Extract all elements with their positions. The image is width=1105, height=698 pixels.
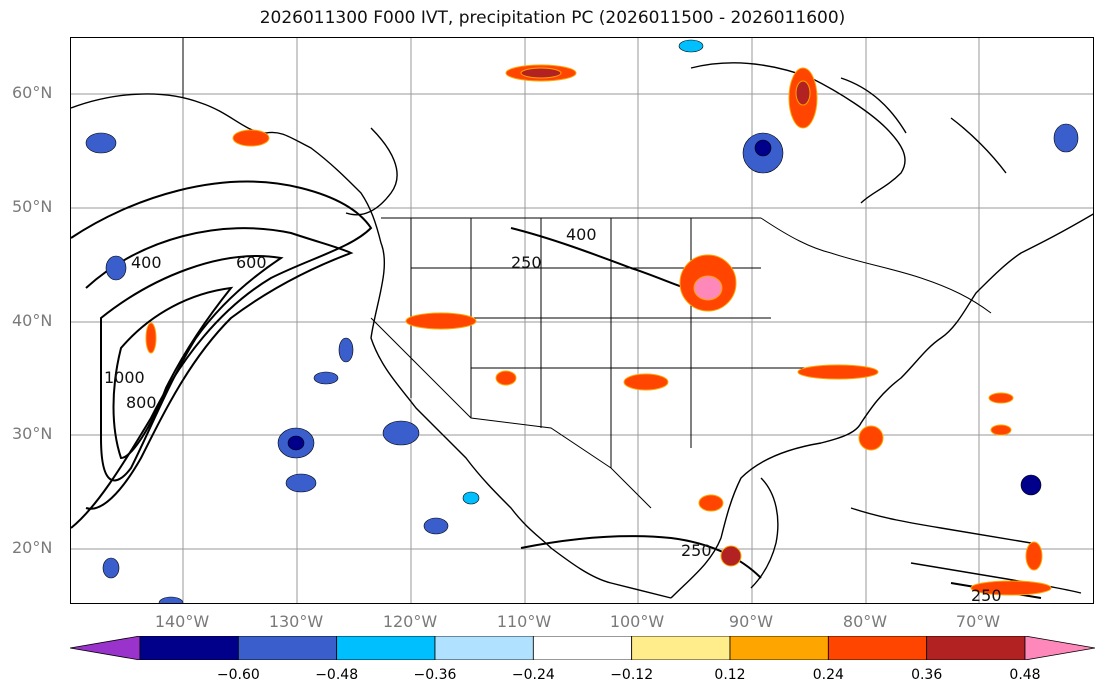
lat-label-50n: 50°N bbox=[12, 197, 53, 216]
contour-label: 250 bbox=[511, 253, 542, 272]
colorbar-extend-max bbox=[1024, 636, 1095, 660]
lon-label-80w: 80°W bbox=[842, 612, 888, 631]
colorbar-tick-label: −0.60 bbox=[216, 667, 260, 683]
contour-label: 600 bbox=[236, 253, 267, 272]
lat-label-60n: 60°N bbox=[12, 83, 53, 102]
colorbar-tick-label: −0.48 bbox=[315, 667, 359, 683]
colorbar-cell bbox=[729, 636, 829, 660]
lon-label-120w: 120°W bbox=[382, 612, 438, 631]
contour-labels: 400 600 1000 800 250 400 250 250 bbox=[104, 225, 1002, 604]
contour-label: 800 bbox=[126, 393, 157, 412]
colorbar-tick-label: 0.36 bbox=[911, 667, 943, 683]
colorbar-tick-label: 0.48 bbox=[1009, 667, 1041, 683]
colorbar bbox=[70, 636, 1095, 660]
lon-label-70w: 70°W bbox=[955, 612, 1001, 631]
map-canvas: 400 600 1000 800 250 400 250 250 bbox=[71, 38, 1093, 604]
lon-label-90w: 90°W bbox=[728, 612, 774, 631]
contour-label: 400 bbox=[131, 253, 162, 272]
colorbar-cell bbox=[827, 636, 928, 660]
lon-label-130w: 130°W bbox=[268, 612, 324, 631]
graticule bbox=[71, 38, 1093, 603]
lat-label-30n: 30°N bbox=[12, 424, 53, 443]
contour-label: 400 bbox=[566, 225, 597, 244]
lon-label-110w: 110°W bbox=[496, 612, 552, 631]
contour-label: 1000 bbox=[104, 368, 145, 387]
precip-negative bbox=[85, 39, 1079, 603]
colorbar-cell bbox=[926, 636, 1026, 660]
colorbar-cell bbox=[434, 636, 534, 660]
colorbar-cell bbox=[532, 636, 633, 660]
precip-positive bbox=[145, 64, 1052, 596]
map-panel: 400 600 1000 800 250 400 250 250 bbox=[70, 37, 1094, 604]
lat-label-40n: 40°N bbox=[12, 311, 53, 330]
colorbar-tick-label: −0.36 bbox=[413, 667, 457, 683]
colorbar-cell bbox=[237, 636, 338, 660]
lat-label-20n: 20°N bbox=[12, 538, 53, 557]
colorbar-cell bbox=[631, 636, 731, 660]
lon-label-100w: 100°W bbox=[609, 612, 665, 631]
colorbar-extend-min bbox=[70, 636, 141, 660]
contour-label: 250 bbox=[681, 541, 712, 560]
coastlines bbox=[71, 62, 1093, 599]
contour-label: 250 bbox=[971, 586, 1002, 604]
ivt-contours bbox=[71, 180, 1042, 599]
colorbar-tick-label: −0.24 bbox=[511, 667, 555, 683]
lon-label-140w: 140°W bbox=[154, 612, 210, 631]
colorbar-tick-label: −0.12 bbox=[610, 667, 654, 683]
colorbar-cell bbox=[336, 636, 436, 660]
colorbar-cell bbox=[139, 636, 239, 660]
colorbar-tick-label: 0.12 bbox=[714, 667, 746, 683]
colorbar-tick-label: 0.24 bbox=[812, 667, 844, 683]
map-title: 2026011300 F000 IVT, precipitation PC (2… bbox=[259, 8, 846, 28]
